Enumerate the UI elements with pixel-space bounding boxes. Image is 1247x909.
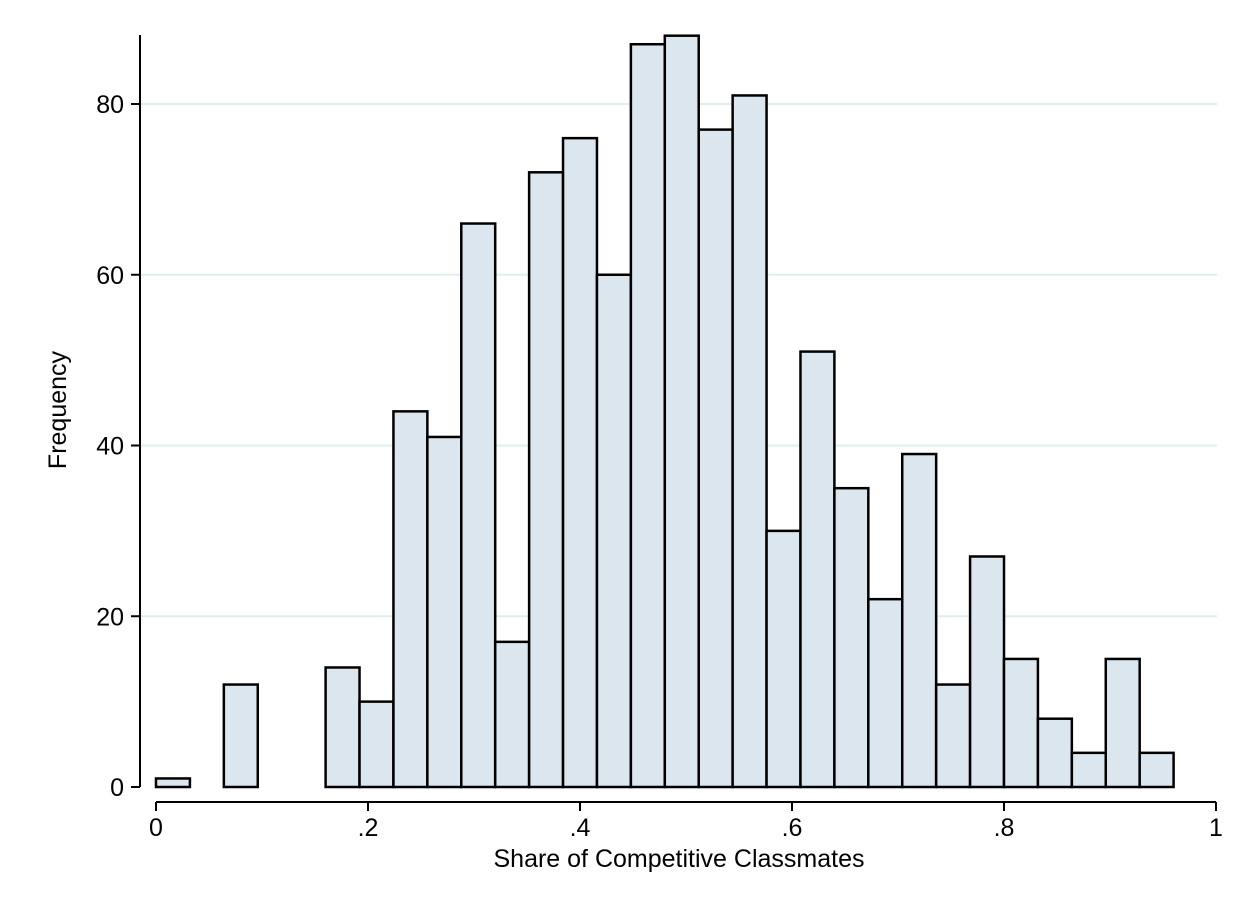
- histogram-bar-17: [833, 486, 870, 789]
- histogram-bar-15: [765, 529, 802, 789]
- histogram-bar-3: [358, 700, 395, 789]
- y-tick-label-2: 40: [96, 433, 124, 461]
- histogram-bar-14: [731, 94, 768, 789]
- x-tick-label-3: .6: [782, 814, 803, 842]
- histogram-bar-2: [324, 666, 361, 789]
- histogram-bar-9: [561, 136, 599, 789]
- axes: [139, 35, 1216, 803]
- histogram-bar-1: [222, 683, 260, 789]
- histogram-bar-18: [867, 597, 904, 789]
- y-tick-label-0: 0: [110, 774, 124, 802]
- histogram-bar-20: [934, 683, 972, 789]
- y-axis-title: Frequency: [44, 350, 72, 469]
- histogram-bar-19: [900, 452, 938, 789]
- histogram-bar-26: [1138, 751, 1175, 789]
- bars: [154, 34, 1175, 789]
- histogram-bar-25: [1104, 657, 1141, 789]
- y-ticks: 0 20 40 60 80: [96, 91, 140, 802]
- x-tick-label-0: 0: [149, 814, 163, 842]
- x-tick-label-5: 1: [1209, 814, 1223, 842]
- x-tick-label-1: .2: [358, 814, 379, 842]
- histogram-bar-13: [697, 128, 734, 789]
- histogram-bar-24: [1070, 751, 1108, 789]
- x-tick-label-2: .4: [570, 814, 591, 842]
- histogram-bar-6: [460, 222, 497, 789]
- y-tick-label-3: 60: [96, 262, 124, 290]
- x-tick-label-4: .8: [994, 814, 1015, 842]
- y-tick-label-4: 80: [96, 91, 124, 119]
- histogram-bar-8: [527, 171, 565, 789]
- histogram-bar-0: [154, 777, 192, 789]
- histogram-bar-21: [968, 555, 1006, 789]
- histogram-bar-10: [595, 273, 633, 789]
- histogram-bar-11: [629, 42, 667, 789]
- y-tick-label-1: 20: [96, 603, 124, 631]
- histogram-bar-5: [426, 435, 463, 789]
- histogram-bar-23: [1036, 717, 1074, 789]
- histogram-bar-4: [392, 410, 429, 789]
- histogram-bar-16: [799, 350, 836, 789]
- histogram-bar-7: [493, 640, 531, 789]
- histogram-bar-12: [663, 34, 700, 789]
- x-ticks: 0 .2 .4 .6 .8 1: [149, 802, 1223, 842]
- x-axis-title: Share of Competitive Classmates: [494, 845, 865, 873]
- histogram-bar-22: [1002, 657, 1040, 789]
